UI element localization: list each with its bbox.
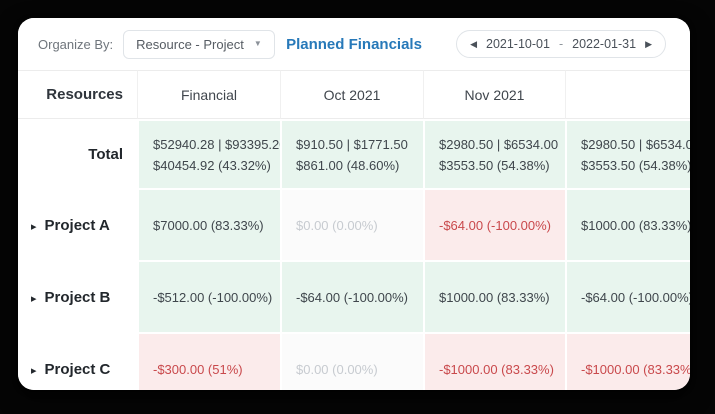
cell-project-c-nov: -$1000.00 (83.33%) xyxy=(423,332,565,390)
column-header-resources: Resources xyxy=(18,70,137,119)
cell-value-line: $0.00 (0.00%) xyxy=(296,361,378,377)
toolbar: Organize By: Resource - Project ▼ Planne… xyxy=(18,18,690,70)
expand-arrow-icon[interactable]: ▸ xyxy=(31,364,37,377)
row-label-project-b[interactable]: ▸ Project B xyxy=(18,260,137,332)
cell-value-line: $40454.92 (43.32%) xyxy=(153,157,271,173)
cell-project-c-dec: -$1000.00 (83.33%) xyxy=(565,332,690,390)
financials-table: Resources Financial Oct 2021 Nov 2021 To… xyxy=(18,70,690,390)
cell-project-b-nov: $1000.00 (83.33%) xyxy=(423,260,565,332)
table-row-project-c: ▸ Project C -$300.00 (51%) $0.00 (0.00%) … xyxy=(18,332,690,390)
cell-value-line: $7000.00 (83.33%) xyxy=(153,217,264,233)
organize-by-group: Organize By: Resource - Project ▼ xyxy=(38,29,275,59)
organize-by-value: Resource - Project xyxy=(136,36,244,52)
table-header-row: Resources Financial Oct 2021 Nov 2021 xyxy=(18,70,690,119)
cell-value-line: $2980.50 | $6534.00 xyxy=(439,136,559,152)
cell-value-line: $0.00 (0.00%) xyxy=(296,217,378,233)
cell-value-line: $3553.50 (54.38%) xyxy=(439,157,550,173)
project-name: Project C xyxy=(44,360,111,378)
cell-project-b-oct: -$64.00 (-100.00%) xyxy=(280,260,423,332)
expand-arrow-icon[interactable]: ▸ xyxy=(31,220,37,233)
cell-value-line: -$64.00 (-100.00%) xyxy=(296,289,409,305)
column-header-financial: Financial xyxy=(137,70,280,119)
cell-project-b-financial: -$512.00 (-100.00%) xyxy=(137,260,280,332)
row-label-project-a[interactable]: ▸ Project A xyxy=(18,188,137,260)
date-range-end: 2022-01-31 xyxy=(572,37,637,51)
cell-total-dec: $2980.50 | $6534.00 $3553.50 (54.38%) xyxy=(565,119,690,188)
cell-project-a-oct: $0.00 (0.00%) xyxy=(280,188,423,260)
cell-value-line: $861.00 (48.60%) xyxy=(296,157,400,173)
next-period-icon[interactable]: ▶ xyxy=(645,38,652,49)
expand-arrow-icon[interactable]: ▸ xyxy=(31,292,37,305)
cell-value-line: -$512.00 (-100.00%) xyxy=(153,289,273,305)
table-row-project-b: ▸ Project B -$512.00 (-100.00%) -$64.00 (… xyxy=(18,260,690,332)
cell-value-line: $2980.50 | $6534.00 xyxy=(581,136,690,152)
row-label-project-c[interactable]: ▸ Project C xyxy=(18,332,137,390)
project-name: Project A xyxy=(44,216,110,234)
cell-total-oct: $910.50 | $1771.50 $861.00 (48.60%) xyxy=(280,119,423,188)
cell-value-line: $3553.50 (54.38%) xyxy=(581,157,690,173)
chevron-down-icon: ▼ xyxy=(253,39,262,48)
prev-period-icon[interactable]: ◀ xyxy=(470,38,477,49)
cell-project-a-financial: $7000.00 (83.33%) xyxy=(137,188,280,260)
cell-value-line: -$1000.00 (83.33%) xyxy=(581,361,690,377)
cell-value-line: $1000.00 (83.33%) xyxy=(581,217,690,233)
table-row-total: Total $52940.28 | $93395.20 $40454.92 (4… xyxy=(18,119,690,188)
cell-project-a-nov: -$64.00 (-100.00%) xyxy=(423,188,565,260)
cell-value-line: -$64.00 (-100.00%) xyxy=(581,289,690,305)
table-row-project-a: ▸ Project A $7000.00 (83.33%) $0.00 (0.00… xyxy=(18,188,690,260)
date-range-separator: - xyxy=(558,37,564,51)
cell-value-line: $910.50 | $1771.50 xyxy=(296,136,408,152)
organize-by-label: Organize By: xyxy=(38,36,114,52)
cell-value-line: $52940.28 | $93395.20 xyxy=(153,136,280,152)
project-name: Project B xyxy=(44,288,111,306)
cell-total-financial: $52940.28 | $93395.20 $40454.92 (43.32%) xyxy=(137,119,280,188)
organize-by-dropdown[interactable]: Resource - Project ▼ xyxy=(123,29,275,59)
date-range-start: 2021-10-01 xyxy=(486,37,550,51)
planned-financials-card: Organize By: Resource - Project ▼ Planne… xyxy=(18,18,690,390)
cell-project-a-dec: $1000.00 (83.33%) xyxy=(565,188,690,260)
cell-value-line: $1000.00 (83.33%) xyxy=(439,289,550,305)
column-header-blank xyxy=(565,70,690,119)
column-header-nov-2021: Nov 2021 xyxy=(423,70,565,119)
cell-project-b-dec: -$64.00 (-100.00%) xyxy=(565,260,690,332)
row-label-total: Total xyxy=(18,119,137,188)
date-range-picker[interactable]: ◀ 2021-10-01 - 2022-01-31 ▶ xyxy=(456,30,666,58)
cell-total-nov: $2980.50 | $6534.00 $3553.50 (54.38%) xyxy=(423,119,565,188)
cell-value-line: -$1000.00 (83.33%) xyxy=(439,361,554,377)
cell-value-line: -$300.00 (51%) xyxy=(153,361,243,377)
page-title: Planned Financials xyxy=(286,35,422,53)
cell-value-line: -$64.00 (-100.00%) xyxy=(439,217,552,233)
column-header-oct-2021: Oct 2021 xyxy=(280,70,423,119)
cell-project-c-financial: -$300.00 (51%) xyxy=(137,332,280,390)
cell-project-c-oct: $0.00 (0.00%) xyxy=(280,332,423,390)
